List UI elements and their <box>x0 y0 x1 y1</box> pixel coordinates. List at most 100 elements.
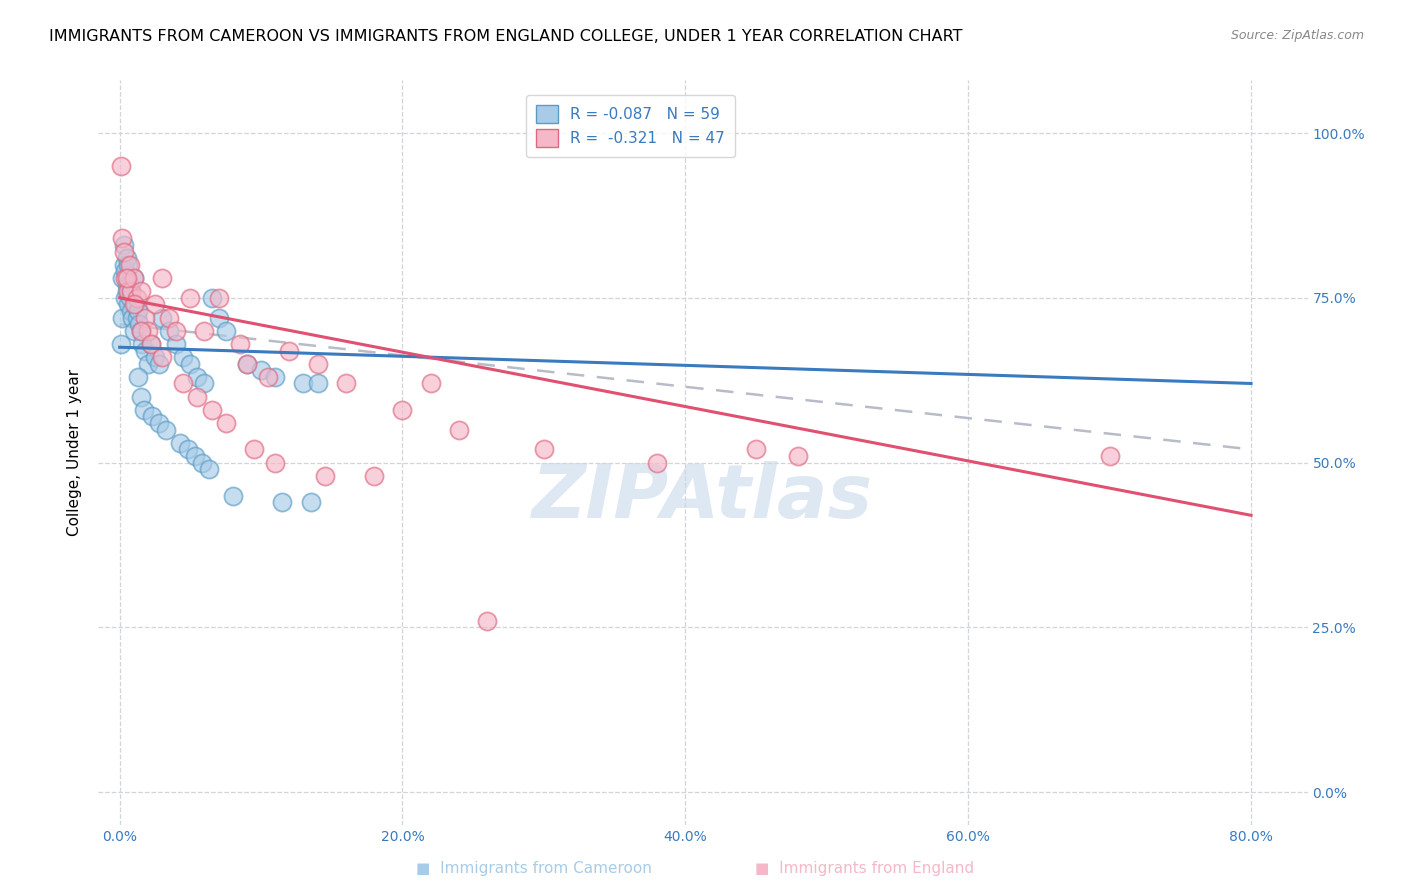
Point <box>141 409 163 424</box>
Text: IMMIGRANTS FROM CAMEROON VS IMMIGRANTS FROM ENGLAND COLLEGE, UNDER 1 YEAR CORREL: IMMIGRANTS FROM CAMEROON VS IMMIGRANTS F… <box>49 29 963 44</box>
Point <box>257 370 280 384</box>
Point <box>271 495 294 509</box>
Point <box>136 324 159 338</box>
Point <box>134 310 156 325</box>
Point <box>139 337 162 351</box>
Point <box>124 297 146 311</box>
Point <box>207 310 229 325</box>
Point <box>200 402 222 417</box>
Text: ■  Immigrants from Cameroon: ■ Immigrants from Cameroon <box>416 861 652 876</box>
Point <box>115 277 138 292</box>
Point <box>165 337 187 351</box>
Point <box>264 456 287 470</box>
Point <box>110 159 132 173</box>
Point <box>132 402 155 417</box>
Point <box>129 324 152 338</box>
Point <box>447 423 470 437</box>
Point <box>125 291 148 305</box>
Point <box>1098 449 1121 463</box>
Point <box>645 456 668 470</box>
Point <box>122 271 145 285</box>
Point <box>229 337 252 351</box>
Point <box>250 363 273 377</box>
Point <box>111 231 134 245</box>
Point <box>136 357 159 371</box>
Point <box>128 317 150 331</box>
Point <box>129 390 152 404</box>
Point <box>190 456 212 470</box>
Point <box>179 291 201 305</box>
Legend: R = -0.087   N = 59, R =  -0.321   N = 47: R = -0.087 N = 59, R = -0.321 N = 47 <box>526 95 734 157</box>
Point <box>143 297 166 311</box>
Point <box>139 337 162 351</box>
Point <box>200 291 222 305</box>
Point <box>148 357 170 371</box>
Point <box>127 304 149 318</box>
Point <box>118 291 141 305</box>
Point <box>186 370 208 384</box>
Point <box>110 337 132 351</box>
Point <box>115 284 138 298</box>
Point <box>134 343 156 358</box>
Point <box>299 495 322 509</box>
Point <box>121 310 143 325</box>
Point <box>165 324 187 338</box>
Point <box>533 442 555 457</box>
Point <box>292 376 315 391</box>
Point <box>114 291 136 305</box>
Point <box>186 390 208 404</box>
Point <box>172 376 194 391</box>
Point <box>363 468 385 483</box>
Point <box>236 357 259 371</box>
Point <box>155 423 177 437</box>
Point <box>307 357 329 371</box>
Text: Source: ZipAtlas.com: Source: ZipAtlas.com <box>1230 29 1364 42</box>
Point <box>477 614 499 628</box>
Text: ■  Immigrants from England: ■ Immigrants from England <box>755 861 974 876</box>
Point <box>112 238 135 252</box>
Point <box>419 376 441 391</box>
Point <box>169 435 191 450</box>
Point <box>215 416 238 430</box>
Point <box>787 449 810 463</box>
Point <box>118 258 141 272</box>
Point <box>745 442 768 457</box>
Point <box>122 324 145 338</box>
Point <box>114 264 136 278</box>
Point <box>207 291 229 305</box>
Point <box>183 449 205 463</box>
Point <box>264 370 287 384</box>
Point <box>112 258 135 272</box>
Point <box>150 271 173 285</box>
Point <box>176 442 198 457</box>
Point <box>143 350 166 364</box>
Text: ZIPAtlas: ZIPAtlas <box>533 461 873 534</box>
Point <box>117 258 139 272</box>
Point <box>172 350 194 364</box>
Point <box>150 350 173 364</box>
Point <box>222 489 245 503</box>
Point <box>120 304 142 318</box>
Point <box>148 416 170 430</box>
Point <box>131 337 153 351</box>
Point <box>115 271 138 285</box>
Point <box>391 402 413 417</box>
Point <box>314 468 336 483</box>
Point <box>120 284 142 298</box>
Point <box>129 324 152 338</box>
Point <box>150 310 173 325</box>
Point <box>278 343 301 358</box>
Point <box>122 271 145 285</box>
Point <box>157 310 180 325</box>
Point <box>115 252 138 266</box>
Point <box>122 297 145 311</box>
Point <box>215 324 238 338</box>
Point <box>129 284 152 298</box>
Point <box>179 357 201 371</box>
Point <box>243 442 266 457</box>
Point <box>193 324 215 338</box>
Point <box>236 357 259 371</box>
Point <box>114 271 136 285</box>
Point <box>157 324 180 338</box>
Y-axis label: College, Under 1 year: College, Under 1 year <box>67 369 83 536</box>
